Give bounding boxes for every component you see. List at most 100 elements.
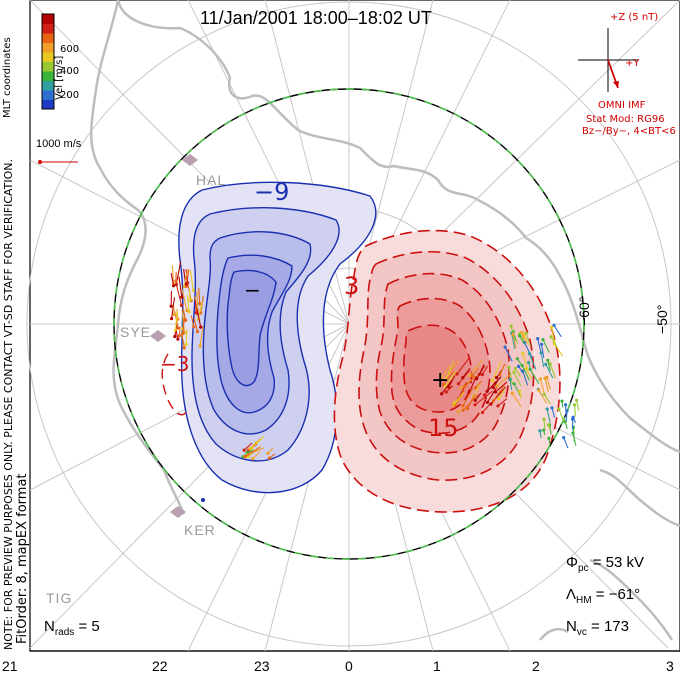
station-label-tig: TIG	[46, 590, 73, 606]
potential-minimum-marker: −	[244, 278, 261, 302]
vector-line	[445, 385, 454, 393]
vector-line	[252, 451, 261, 459]
stat-n-rads-value: = 5	[78, 618, 100, 635]
vector-line	[543, 394, 552, 405]
vector-line	[182, 308, 187, 321]
station-markers	[150, 154, 198, 518]
imf-dial	[578, 28, 638, 92]
vector-line	[496, 373, 512, 387]
vector-line	[244, 446, 261, 457]
vector-line	[497, 398, 508, 407]
colorbar-segment	[42, 42, 54, 53]
vector-line	[519, 391, 522, 399]
vector-line	[542, 339, 550, 353]
vector-line	[546, 408, 551, 423]
vector-line	[529, 369, 540, 384]
data-point-marker	[201, 498, 205, 502]
stat-n-rads-subscript: rads	[54, 627, 75, 638]
station-marker-ker	[170, 506, 186, 518]
vector-line	[546, 377, 551, 391]
coastline-island-sw	[539, 628, 569, 641]
vector-line	[197, 301, 203, 320]
vector-line	[547, 360, 551, 372]
stat-phi-symbol: Φ	[566, 554, 578, 571]
vector-line	[176, 308, 179, 320]
vector-line	[512, 334, 517, 349]
imf-vector-head	[613, 81, 619, 88]
vector-line	[513, 371, 522, 387]
vector-line	[525, 332, 531, 347]
vector-line	[539, 378, 545, 394]
vector-line	[198, 287, 201, 304]
vector-origin	[181, 331, 185, 336]
vector-line	[521, 332, 525, 341]
vector-line	[190, 315, 195, 327]
vector-line	[539, 430, 542, 439]
positive-potential-cell	[333, 229, 561, 513]
colorbar-segment	[42, 61, 54, 72]
vector-line	[523, 335, 529, 344]
vector-line	[175, 283, 183, 306]
vector-line	[453, 391, 465, 404]
vector-line	[442, 370, 455, 385]
vector-line	[508, 367, 513, 385]
vector-line	[492, 384, 506, 402]
colorbar-segment	[42, 99, 54, 110]
coastline-west	[90, 0, 186, 515]
vector-line	[549, 424, 552, 435]
stat-phi-value: = 53 kV	[592, 554, 644, 571]
vector-line	[521, 365, 530, 381]
vector-line	[564, 421, 568, 430]
vector-line	[574, 404, 576, 417]
contour-label-neg9: −9	[254, 178, 290, 206]
vector-line	[510, 325, 514, 333]
coordinate-label: MLT coordinates	[2, 37, 13, 118]
colorbar-frame	[41, 13, 55, 110]
vector-line	[171, 297, 176, 319]
stat-nvc-symbol: N	[566, 618, 577, 635]
stat-lambda-value: = −61°	[595, 586, 641, 603]
vector-line	[193, 317, 199, 332]
mlt-label-2: 2	[532, 658, 540, 674]
station-label-ker: KER	[184, 522, 216, 538]
vector-line	[523, 342, 533, 358]
vector-line	[462, 387, 474, 406]
station-marker-hal	[182, 154, 198, 166]
vector-line	[182, 317, 186, 334]
mlt-label-3: 3	[666, 658, 674, 674]
vector-line	[462, 368, 471, 378]
contour-pos-west	[161, 353, 187, 416]
vector-line	[170, 272, 175, 286]
vector-line	[572, 432, 577, 446]
vector-line	[537, 338, 542, 353]
imf-y-label: +Y	[625, 58, 640, 69]
hm-boundary-green	[113, 88, 585, 560]
contour-label-pos15: 15	[428, 414, 459, 442]
velocity-vectors	[169, 261, 580, 461]
colorbar-segment	[42, 23, 54, 34]
vector-line	[528, 362, 532, 370]
colorbar-segment	[42, 90, 54, 100]
vector-line	[183, 269, 189, 287]
colorbar-tick-400: 400	[60, 66, 80, 77]
velocity-colorbar	[42, 14, 54, 110]
vector-line	[549, 363, 556, 379]
vector-line	[540, 352, 545, 368]
vector-line	[474, 390, 493, 406]
vector-line	[445, 360, 455, 380]
vector-line	[516, 358, 523, 366]
fit-order-note: FitOrder: 8, mapEX format	[15, 473, 30, 644]
vector-line	[188, 290, 191, 300]
vector-line	[545, 364, 554, 379]
colorbar-segment	[42, 33, 54, 43]
vector-line	[576, 400, 580, 411]
vector-line	[513, 383, 522, 397]
vector-line	[511, 333, 516, 349]
negative-potential-cell	[161, 181, 377, 494]
vector-line	[563, 437, 569, 449]
vector-line	[553, 325, 562, 338]
station-label-hal: HAL	[196, 172, 227, 188]
station-label-sye: SYE	[120, 324, 152, 340]
vector-line	[175, 330, 179, 340]
